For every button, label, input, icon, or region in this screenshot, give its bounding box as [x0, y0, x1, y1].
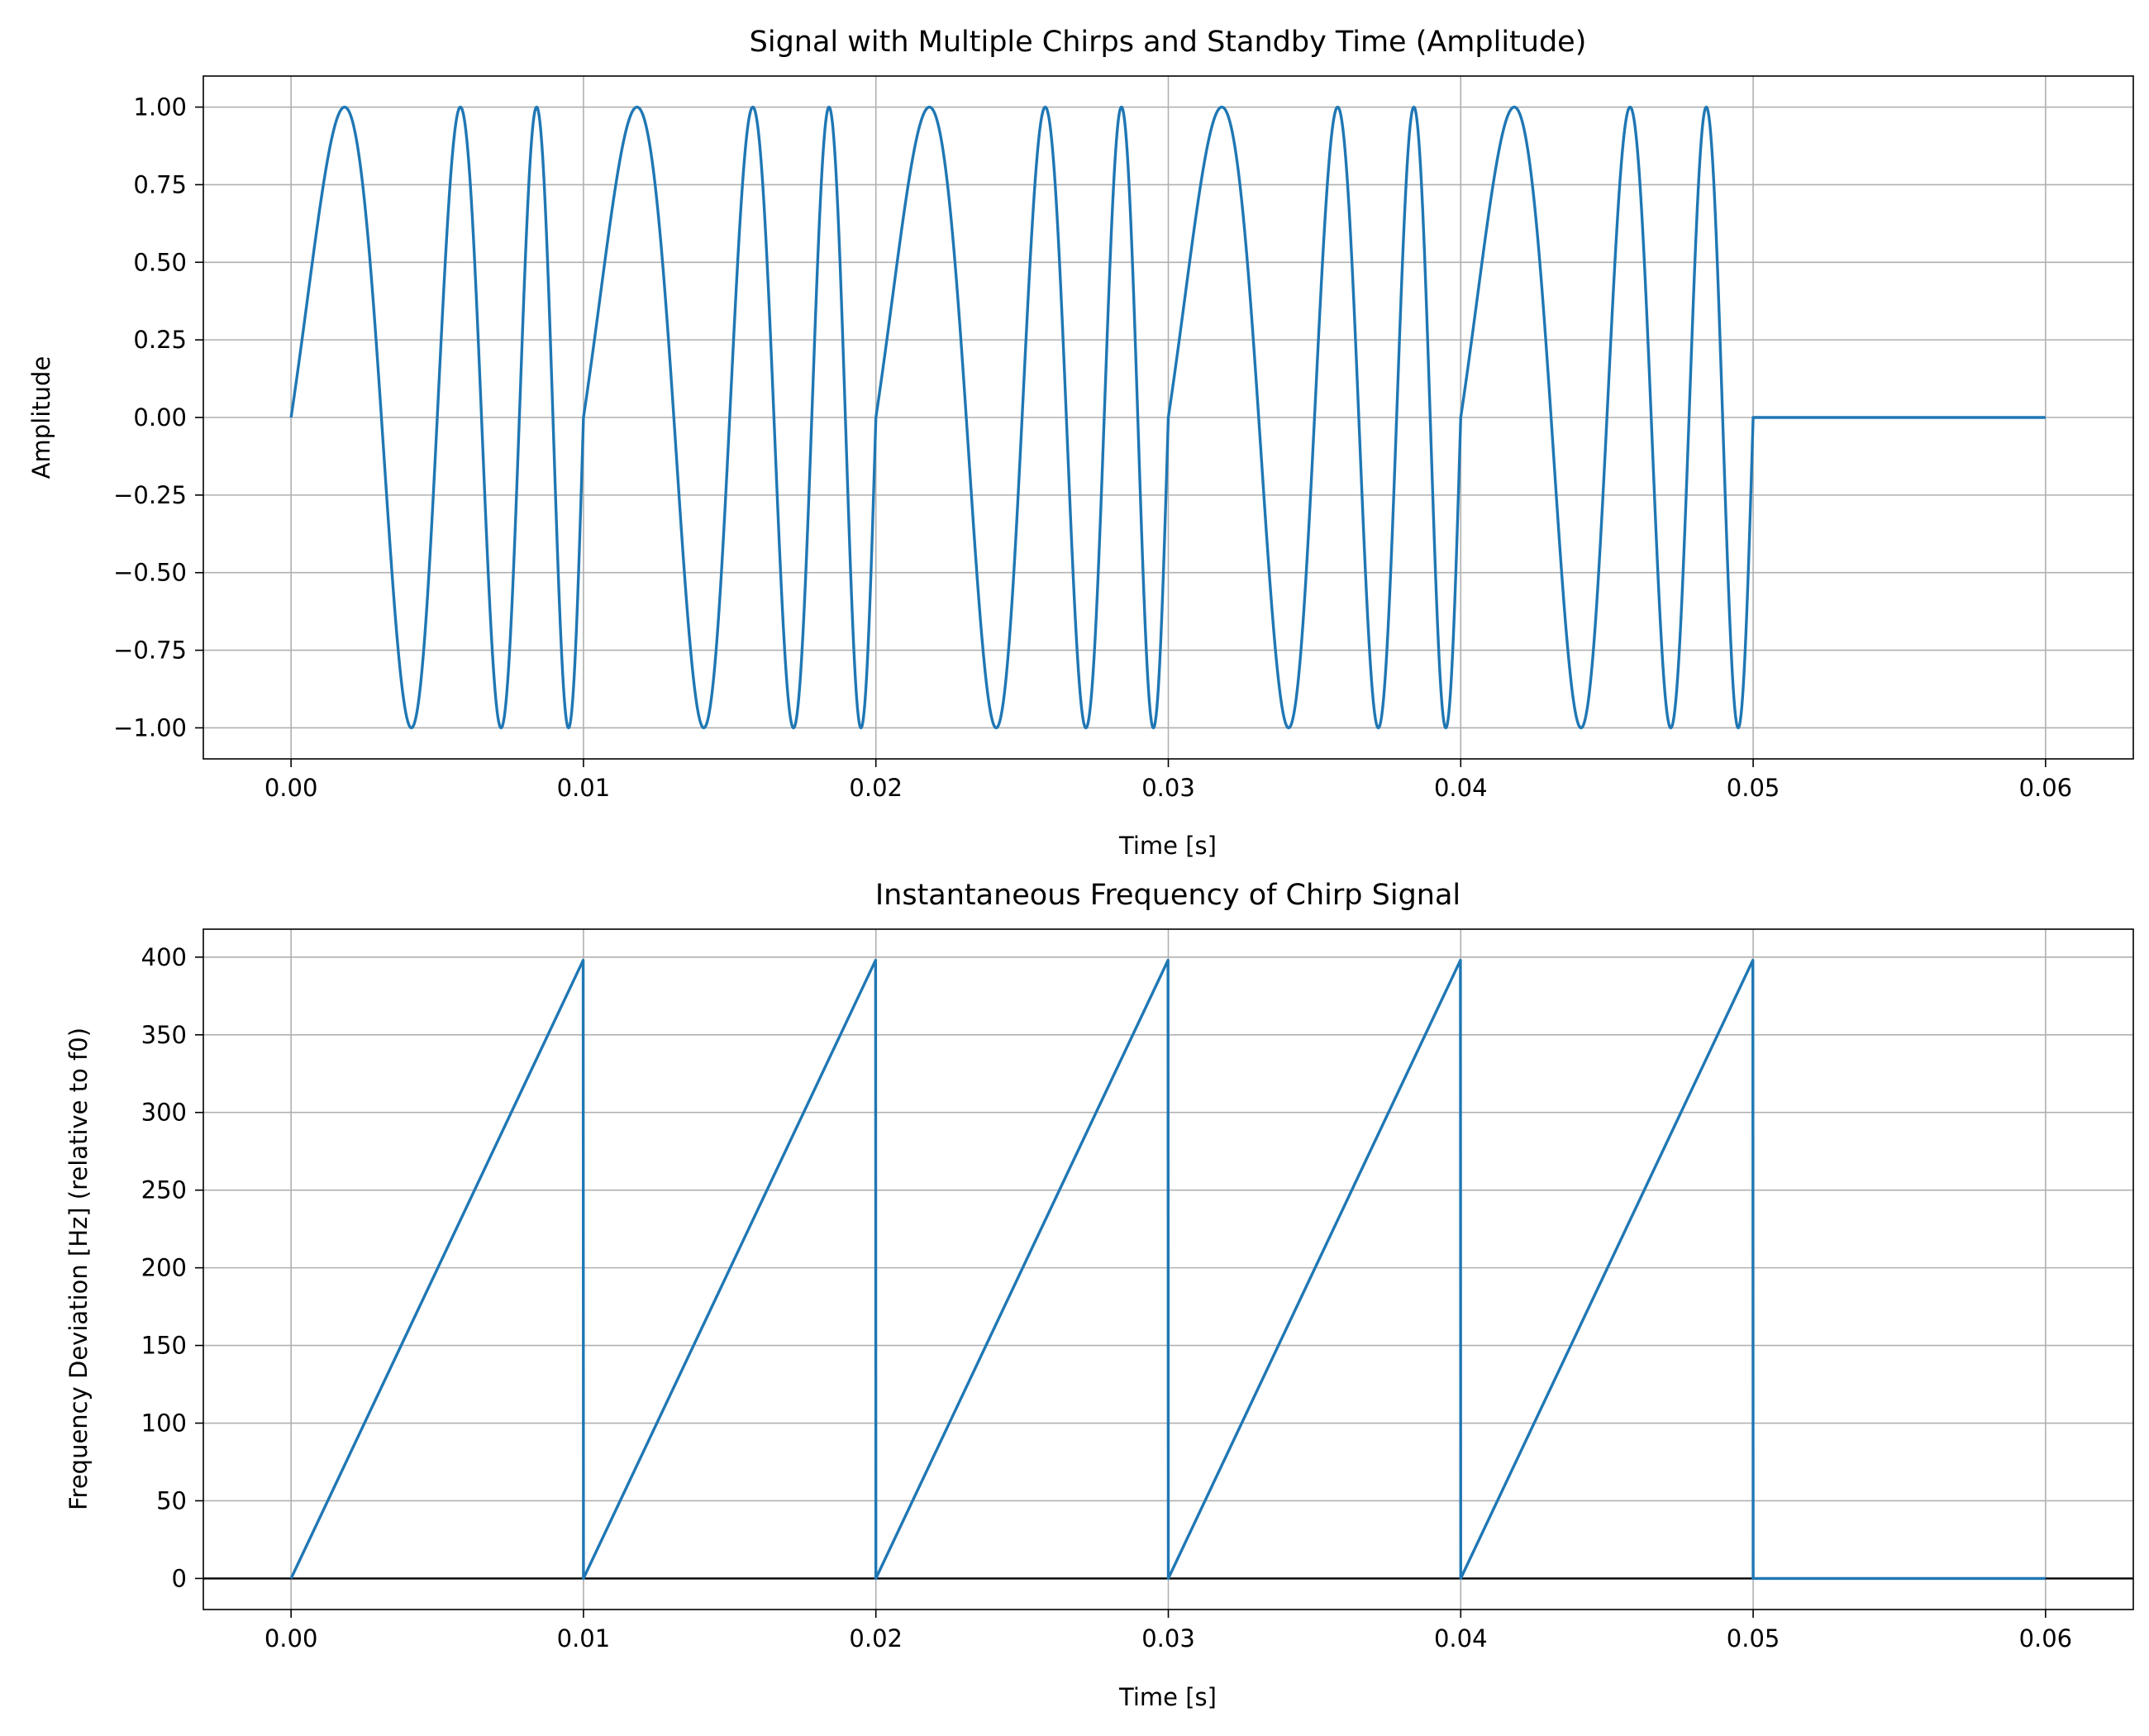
amplitude-chart-grid — [203, 76, 2133, 759]
frequency-y-tick-label: 400 — [141, 943, 187, 971]
frequency-y-tick-label: 250 — [141, 1176, 187, 1204]
amplitude-y-tick-label: −1.00 — [113, 713, 187, 742]
amplitude-y-tick-label: 0.75 — [133, 170, 187, 198]
frequency-x-tick-label: 0.04 — [1434, 1624, 1488, 1653]
frequency-x-tick-label: 0.00 — [264, 1624, 318, 1653]
amplitude-y-tick-label: 0.25 — [133, 326, 187, 354]
frequency-chart-title: Instantaneous Frequency of Chirp Signal — [875, 879, 1460, 912]
frequency-y-tick-label: 150 — [141, 1332, 187, 1360]
amplitude-signal-line — [289, 105, 2046, 730]
frequency-chart-ticks: 0.00 0.01 0.02 0.03 0.04 0.05 0.06 0 50 100 150 200… — [141, 943, 2073, 1653]
frequency-y-tick-label: 0 — [172, 1564, 187, 1592]
frequency-x-tick-label: 0.03 — [1141, 1624, 1195, 1653]
frequency-y-axis-label: Frequency Deviation [Hz] (relative to f0… — [64, 1028, 93, 1510]
frequency-x-tick-label: 0.05 — [1727, 1624, 1780, 1653]
amplitude-chart: Signal with Multiple Chirps and Standby … — [27, 26, 2134, 860]
amplitude-x-tick-label: 0.01 — [557, 774, 611, 802]
amplitude-series-group — [289, 105, 2046, 730]
frequency-deviation-line — [289, 958, 2046, 1581]
amplitude-y-tick-label: 0.00 — [133, 403, 187, 432]
frequency-y-tick-label: 200 — [141, 1254, 187, 1282]
amplitude-chart-title: Signal with Multiple Chirps and Standby … — [750, 26, 1587, 59]
amplitude-y-tick-label: 0.50 — [133, 248, 187, 276]
frequency-x-tick-label: 0.01 — [557, 1624, 611, 1653]
amplitude-y-tick-label: −0.50 — [113, 559, 187, 587]
amplitude-y-tick-label: 1.00 — [133, 93, 187, 122]
frequency-y-tick-label: 50 — [156, 1486, 187, 1514]
frequency-y-tick-label: 350 — [141, 1021, 187, 1049]
frequency-y-tick-label: 300 — [141, 1099, 187, 1127]
frequency-chart: Instantaneous Frequency of Chirp Signal … — [64, 879, 2134, 1711]
amplitude-x-axis-label: Time [s] — [1118, 832, 1217, 860]
amplitude-x-tick-label: 0.06 — [2019, 774, 2073, 802]
amplitude-y-axis-label: Amplitude — [27, 356, 55, 479]
frequency-x-tick-label: 0.06 — [2019, 1624, 2073, 1653]
frequency-y-tick-label: 100 — [141, 1409, 187, 1438]
amplitude-x-tick-label: 0.04 — [1434, 774, 1488, 802]
amplitude-x-tick-label: 0.03 — [1141, 774, 1195, 802]
amplitude-y-tick-label: −0.75 — [113, 637, 187, 665]
amplitude-x-tick-label: 0.05 — [1727, 774, 1780, 802]
amplitude-y-tick-label: −0.25 — [113, 481, 187, 509]
frequency-x-axis-label: Time [s] — [1118, 1683, 1217, 1711]
amplitude-chart-ticks: 0.00 0.01 0.02 0.03 0.04 0.05 0.06 1.00 0.75 0.50… — [113, 93, 2072, 802]
amplitude-x-tick-label: 0.02 — [849, 774, 903, 802]
amplitude-x-tick-label: 0.00 — [264, 774, 318, 802]
frequency-x-tick-label: 0.02 — [849, 1624, 903, 1653]
frequency-series-group — [289, 958, 2046, 1581]
